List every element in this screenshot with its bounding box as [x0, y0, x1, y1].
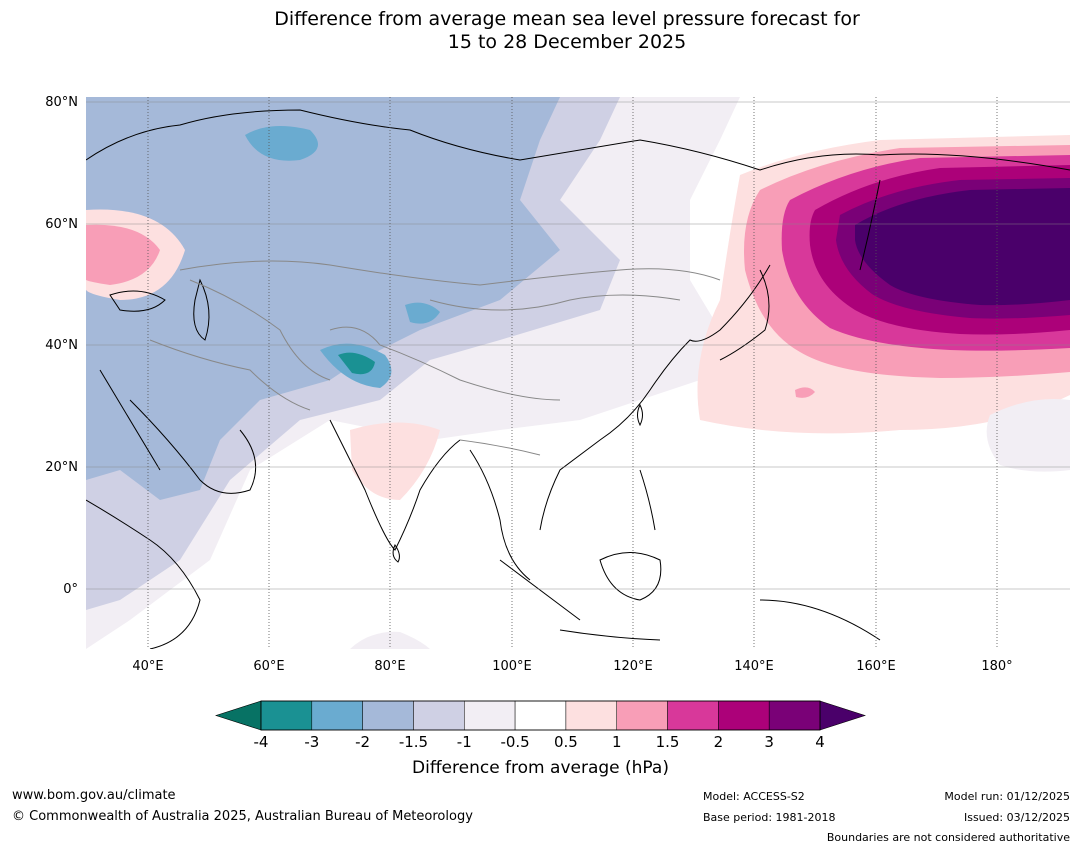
colorbar-title: Difference from average (hPa) [412, 758, 669, 778]
colorbar-cell [362, 700, 414, 731]
coast-java [559, 629, 661, 641]
footer-website[interactable]: www.bom.gov.au/climate [12, 788, 176, 803]
colorbar-over-triangle [819, 700, 866, 731]
border-indochina [459, 439, 541, 456]
coast-borneo [599, 552, 662, 601]
colorbar-tick-label: -1 [456, 733, 472, 751]
anomaly-region-pos-pacific-small [795, 387, 815, 398]
coast-sea-peninsula [469, 449, 531, 581]
coast-red-sea [99, 369, 161, 471]
lat-label-60n: 60°N [45, 217, 78, 232]
country-borders [149, 260, 721, 456]
colorbar-tick-label: 2 [713, 733, 724, 751]
anomaly-region-neg-1.5 [86, 97, 560, 500]
colorbar-tick-label: 4 [815, 733, 825, 751]
colorbar-tick-label: 1 [611, 733, 622, 751]
lon-label-100e: 100°E [492, 659, 532, 674]
coast-kamchatka [859, 179, 881, 271]
anomaly-region-neg-2 [245, 126, 318, 161]
footer-copyright: © Commonwealth of Australia 2025, Austra… [12, 809, 473, 824]
lon-label-80e: 80°E [374, 659, 406, 674]
colorbar-cell [768, 700, 821, 731]
border-middle-east [149, 339, 311, 411]
lat-label-80n: 80°N [45, 95, 78, 110]
colorbar-cell [311, 700, 363, 731]
coast-new-guinea [759, 599, 881, 641]
coast-east-asia [539, 264, 771, 531]
coast-sumatra [499, 559, 581, 621]
colorbar-tick-label: 3 [764, 733, 774, 751]
lon-label-120e: 120°E [613, 659, 653, 674]
colorbar-cell [565, 700, 617, 731]
colorbar-cells [260, 700, 821, 731]
anomaly-region-neg-2c [405, 302, 440, 324]
colorbar-tick-label: -4 [253, 733, 269, 751]
footer-base-period: Base period: 1981-2018 [703, 811, 836, 824]
anomaly-region-pos-europe-1 [86, 224, 160, 285]
coastlines [86, 109, 1070, 649]
colorbar-tick-label: 1.5 [655, 733, 680, 751]
coast-japan [719, 269, 770, 361]
anomaly-region-pos-4 [855, 188, 1070, 306]
anomaly-region-neg-3 [338, 352, 375, 375]
footer-issued: Issued: 03/12/2025 [963, 811, 1070, 824]
colorbar-under-triangle [215, 700, 262, 731]
colorbar [215, 700, 866, 731]
coast-arabia [129, 399, 257, 494]
coast-taiwan [637, 403, 643, 427]
lat-label-0: 0° [63, 582, 78, 597]
colorbar-cell [260, 700, 313, 731]
coast-philippines [639, 469, 656, 531]
colorbar-cell [464, 700, 516, 731]
coast-europe-north [86, 109, 1070, 171]
colorbar-cell [514, 700, 567, 731]
colorbar-frame [260, 700, 821, 731]
gridlines [86, 97, 1070, 649]
colorbar-tick-label: -0.5 [500, 733, 530, 751]
lat-label-20n: 20°N [45, 460, 78, 475]
colorbar-cell [616, 700, 668, 731]
anomaly-field [86, 97, 1070, 649]
chart-title: Difference from average mean sea level p… [0, 8, 1081, 54]
colorbar-cell [718, 700, 770, 731]
title-line-1: Difference from average mean sea level p… [274, 8, 860, 30]
footer-model-run: Model run: 01/12/2025 [944, 790, 1070, 803]
colorbar-tick-label: -3 [304, 733, 320, 751]
lon-label-160e: 160°E [856, 659, 896, 674]
lat-label-40n: 40°N [45, 338, 78, 353]
colorbar-cell [667, 700, 719, 731]
colorbar-tick-label: -2 [355, 733, 371, 751]
anomaly-region-neg-pacific [986, 399, 1070, 472]
colorbar-tick-label: -1.5 [398, 733, 429, 751]
lon-label-140e: 140°E [734, 659, 774, 674]
lon-label-180: 180° [981, 659, 1013, 674]
border-russia-south [179, 260, 721, 286]
footer-disclaimer: Boundaries are not considered authoritat… [826, 831, 1070, 844]
footer-model: Model: ACCESS-S2 [703, 790, 805, 803]
title-line-2: 15 to 28 December 2025 [447, 31, 687, 53]
coast-sri-lanka [392, 543, 400, 563]
lon-label-60e: 60°E [253, 659, 285, 674]
colorbar-tick-label: 0.5 [553, 733, 578, 751]
border-china-west [329, 326, 561, 401]
coast-black-sea [109, 290, 166, 312]
colorbar-cell [413, 700, 465, 731]
coast-india [329, 419, 461, 551]
map-panel [86, 97, 1070, 649]
lon-label-40e: 40°E [132, 659, 164, 674]
coast-caspian [193, 278, 210, 341]
border-mongolia [429, 294, 681, 311]
anomaly-region-pos-india [350, 422, 440, 500]
border-central-asia [189, 279, 331, 381]
coast-africa-east [86, 499, 201, 649]
